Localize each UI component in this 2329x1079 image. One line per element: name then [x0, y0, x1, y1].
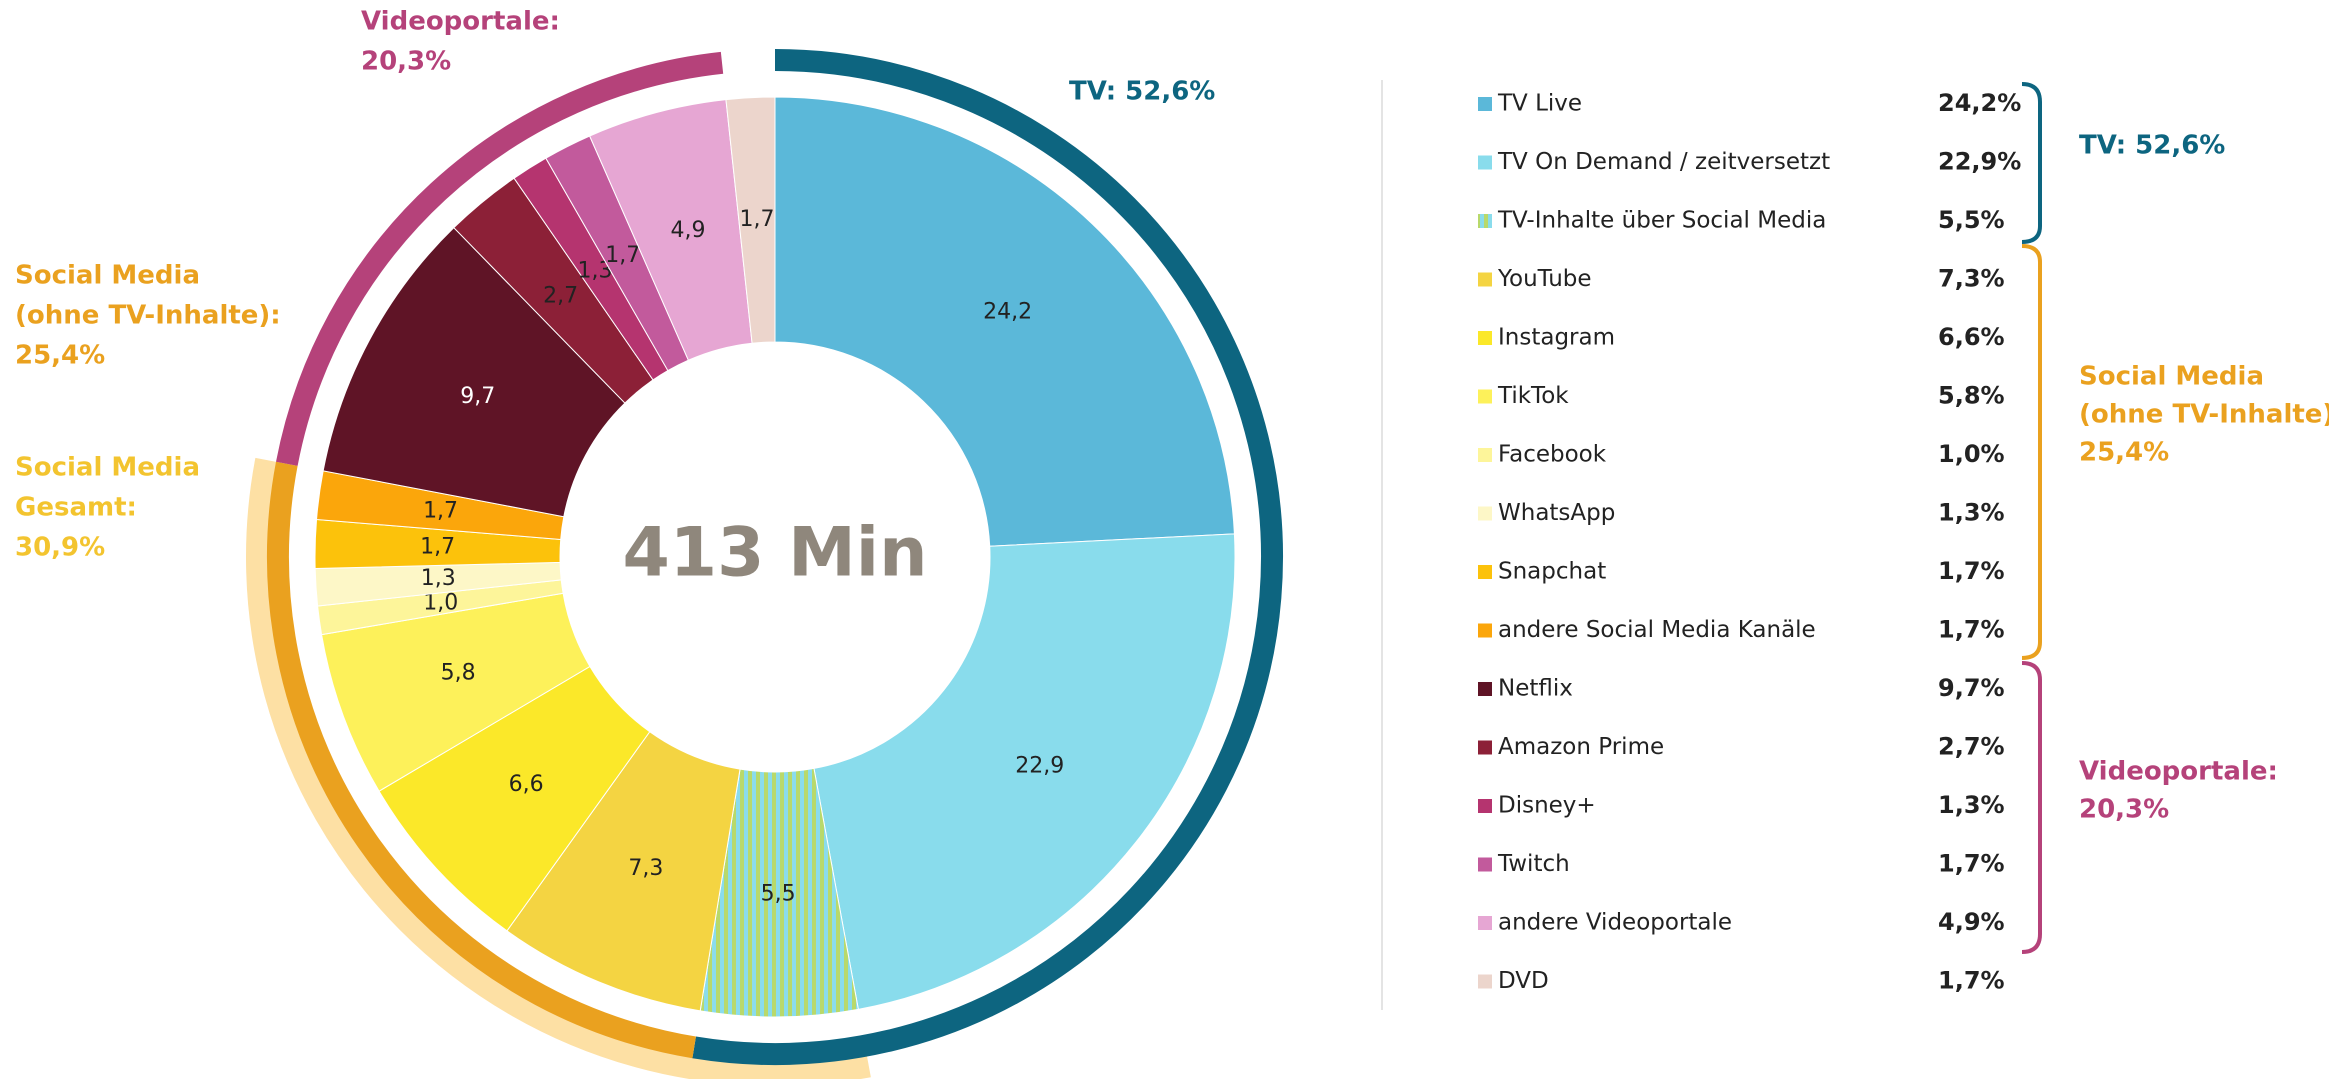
- legend-label: TV-Inhalte über Social Media: [1497, 208, 1826, 234]
- legend-value: 1,7%: [1938, 850, 2005, 878]
- legend-value: 1,3%: [1938, 499, 2005, 527]
- segment-label: 1,7: [423, 499, 458, 524]
- legend-swatch: [1478, 155, 1492, 170]
- group-arc: [275, 51, 724, 466]
- legend-value: 1,3%: [1938, 791, 2005, 819]
- legend-label: TV On Demand / zeitversetzt: [1497, 149, 1830, 175]
- total-group-label: Social Media: [15, 453, 200, 483]
- segment-label: 9,7: [460, 384, 495, 409]
- legend-swatch: [1478, 389, 1492, 404]
- legend-value: 5,8%: [1938, 382, 2005, 410]
- group-label: 20,3%: [361, 47, 451, 77]
- legend-swatch: [1478, 506, 1492, 521]
- legend-swatch: [1478, 623, 1492, 638]
- legend-label: andere Videoportale: [1498, 910, 1732, 936]
- legend-swatch: [1478, 448, 1492, 462]
- legend-value: 1,7%: [1938, 557, 2005, 585]
- group-label: TV: 52,6%: [1069, 77, 1215, 107]
- legend-swatch: [1478, 682, 1492, 696]
- segment-label: 7,3: [628, 856, 663, 881]
- legend-swatch: [1478, 331, 1492, 345]
- legend-label: Facebook: [1498, 442, 1607, 468]
- segment-label: 1,7: [605, 243, 640, 268]
- bracket-social: [2021, 244, 2042, 660]
- legend-value: 22,9%: [1938, 148, 2021, 176]
- legend-label: Snapchat: [1498, 559, 1606, 585]
- legend-label: YouTube: [1497, 266, 1592, 292]
- legend-swatch: [1478, 565, 1492, 579]
- segment: [774, 96, 1235, 547]
- total-group-label: 30,9%: [15, 533, 105, 563]
- legend-value: 24,2%: [1938, 89, 2021, 117]
- segment-label: 4,9: [670, 218, 705, 243]
- group-arc: [267, 461, 696, 1059]
- legend-swatch: [1478, 974, 1492, 989]
- legend-swatch: [1478, 214, 1492, 228]
- legend-swatch: [1478, 857, 1492, 872]
- legend-swatch: [1478, 97, 1492, 111]
- bracket-tv: [2021, 82, 2042, 244]
- group-legend-label: TV: 52,6%: [2079, 131, 2225, 161]
- segment-label: 1,7: [420, 534, 455, 559]
- segment-label: 1,7: [739, 207, 774, 232]
- legend-value: 7,3%: [1938, 265, 2005, 293]
- legend-label: TV Live: [1497, 91, 1582, 117]
- segment-label: 22,9: [1015, 753, 1064, 778]
- segment-label: 1,0: [423, 591, 458, 616]
- legend-swatch: [1478, 272, 1492, 287]
- legend-swatch: [1478, 740, 1492, 755]
- legend-label: Instagram: [1498, 325, 1615, 351]
- legend-value: 1,0%: [1938, 440, 2005, 468]
- legend-label: TikTok: [1497, 383, 1569, 409]
- segment-label: 24,2: [983, 299, 1032, 324]
- legend-value: 2,7%: [1938, 733, 2005, 761]
- total-group-label: Gesamt:: [15, 493, 137, 523]
- segment: [322, 226, 626, 518]
- legend-swatch: [1478, 799, 1492, 813]
- legend-swatch: [1478, 916, 1492, 930]
- legend-value: 1,7%: [1938, 616, 2005, 644]
- segment-label: 5,8: [441, 660, 476, 685]
- legend-label: DVD: [1498, 968, 1549, 994]
- group-legend-label: 20,3%: [2079, 795, 2169, 825]
- group-legend-label: (ohne TV-Inhalte):: [2079, 400, 2329, 430]
- legend-label: Twitch: [1497, 851, 1570, 877]
- group-legend-label: Social Media: [2079, 362, 2264, 392]
- group-label: 25,4%: [15, 341, 105, 371]
- group-legend-label: Videoportale:: [2079, 757, 2278, 787]
- legend-label: andere Social Media Kanäle: [1498, 617, 1816, 643]
- segment-label: 6,6: [509, 772, 544, 797]
- legend-value: 5,5%: [1938, 206, 2005, 234]
- group-legend-label: 25,4%: [2079, 438, 2169, 468]
- group-label: Videoportale:: [361, 7, 560, 37]
- center-label: 413 Min: [622, 514, 927, 593]
- legend-value: 1,7%: [1938, 967, 2005, 995]
- group-arc: [692, 49, 1283, 1065]
- legend-label: Amazon Prime: [1498, 734, 1664, 760]
- group-label: Social Media: [15, 261, 200, 291]
- legend-value: 6,6%: [1938, 323, 2005, 351]
- legend-label: Netflix: [1498, 676, 1573, 702]
- legend-label: Disney+: [1498, 793, 1596, 819]
- legend-value: 4,9%: [1938, 908, 2005, 936]
- legend-label: WhatsApp: [1498, 500, 1615, 526]
- total-group-arc: [246, 457, 871, 1079]
- segment-label: 2,7: [543, 283, 578, 308]
- bracket-video: [2021, 661, 2042, 954]
- segment: [813, 533, 1236, 1010]
- segment: [725, 96, 776, 344]
- segment-label: 5,5: [761, 881, 796, 906]
- group-label: (ohne TV-Inhalte):: [15, 301, 281, 331]
- segment-label: 1,3: [421, 566, 456, 591]
- legend-value: 9,7%: [1938, 674, 2005, 702]
